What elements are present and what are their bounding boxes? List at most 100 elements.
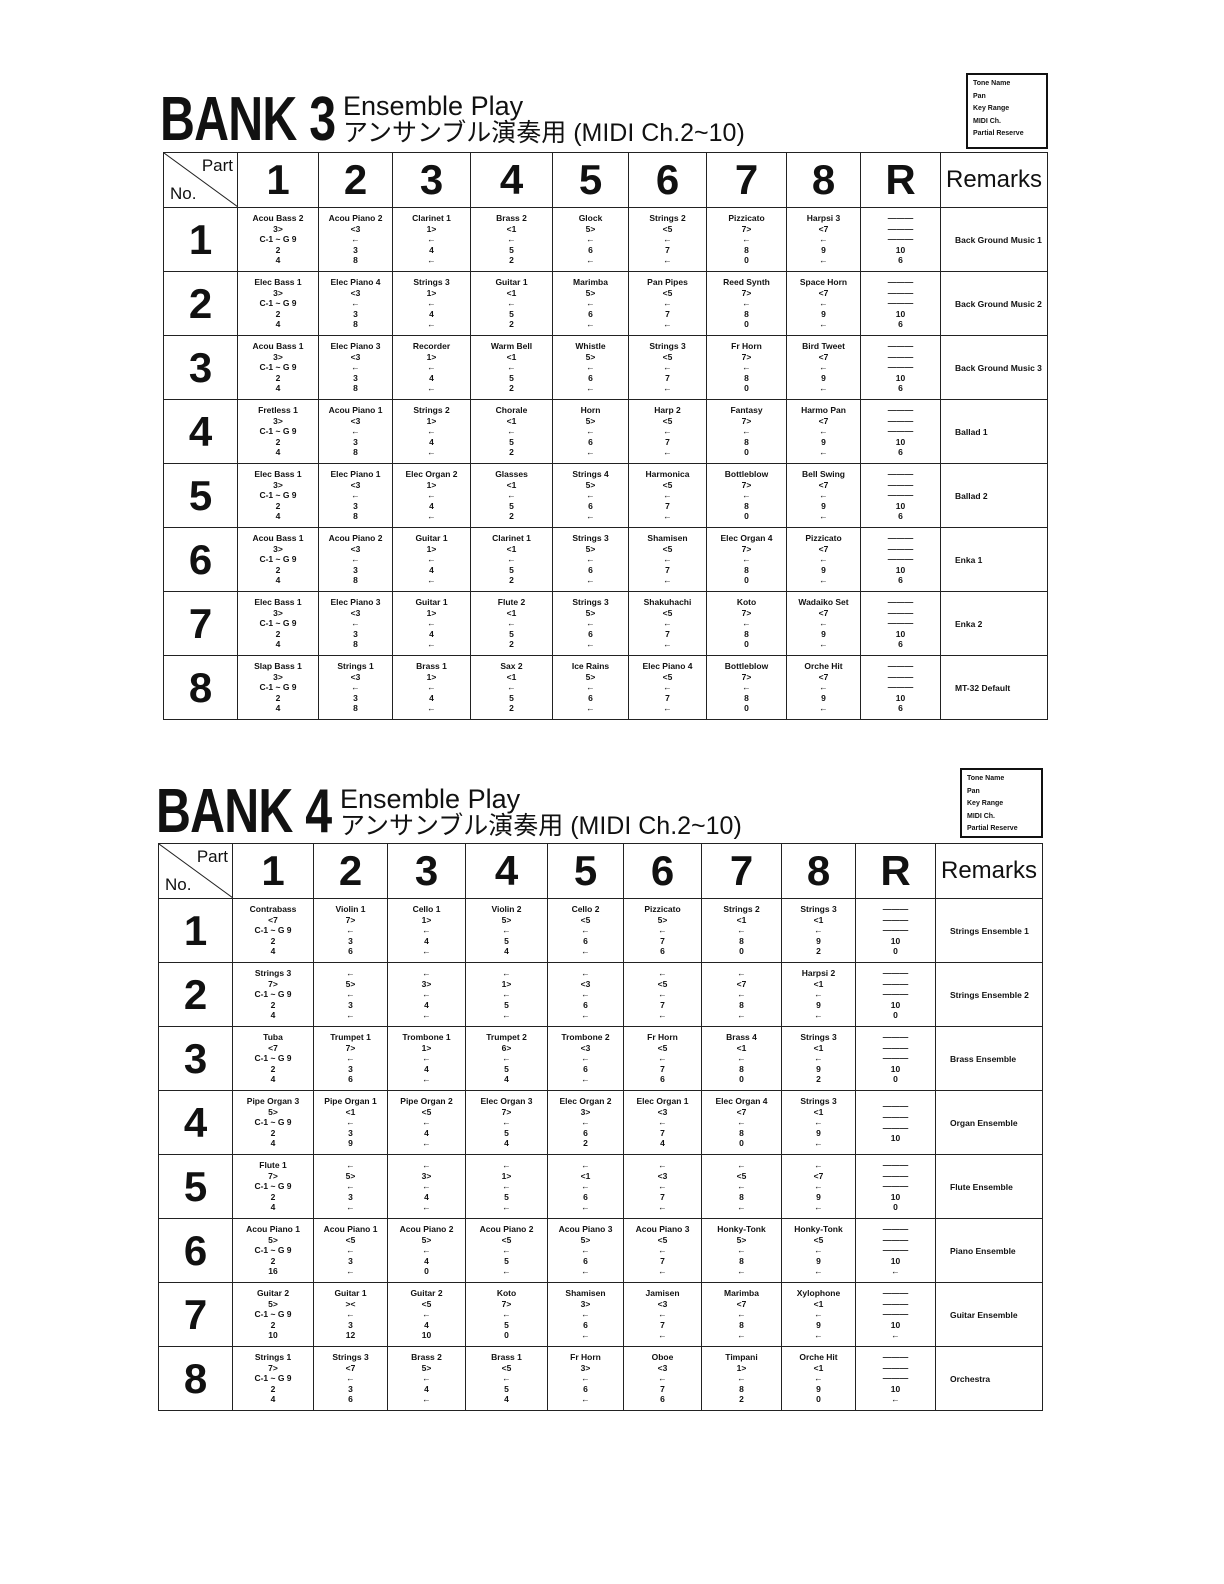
pan: <1 bbox=[813, 1106, 824, 1117]
part-cell: Violin 2 5> ← 5 4 bbox=[465, 898, 548, 963]
pan: ——— bbox=[887, 287, 914, 298]
pan: 5> bbox=[345, 1170, 356, 1181]
tone-name: Violin 1 bbox=[335, 904, 366, 915]
partial-reserve: ← bbox=[427, 383, 436, 394]
key-range: ← bbox=[502, 925, 511, 936]
tone-name: Bell Swing bbox=[802, 469, 845, 480]
part-cell: Pan Pipes <5 ← 7 ← bbox=[628, 271, 707, 336]
midi-ch: 9 bbox=[821, 436, 826, 447]
tone-name: Elec Organ 4 bbox=[720, 533, 773, 544]
pan: ——— bbox=[882, 1111, 909, 1122]
pan: <1 bbox=[506, 351, 517, 362]
midi-ch: 2 bbox=[270, 1191, 276, 1202]
table-row: 6 Acou Bass 1 3> C-1 ~ G 9 2 4 Acou Piano 2 <3 ←… bbox=[163, 527, 1048, 592]
pan: 7> bbox=[741, 223, 752, 234]
tone-name: Elec Bass 1 bbox=[254, 469, 302, 480]
midi-ch: 4 bbox=[424, 1127, 429, 1138]
partial-reserve: ← bbox=[586, 575, 595, 586]
legend-item: Key Range bbox=[967, 800, 1004, 807]
remarks-cell: Back Ground Music 2 bbox=[940, 271, 1048, 336]
key-range: ← bbox=[427, 362, 436, 373]
key-range: ← bbox=[351, 298, 360, 309]
ensemble-table: Part No. 1 2 3 4 5 6 7 8 R Remarks 1 Acou Bass 2 3> C-1… bbox=[163, 152, 1048, 720]
key-range: ← bbox=[422, 989, 431, 1000]
bank-subtitle-jp: アンサンブル演奏用 (MIDI Ch.2~10) bbox=[343, 119, 745, 147]
tone-name: Pipe Organ 2 bbox=[400, 1096, 453, 1107]
partial-reserve: 0 bbox=[893, 946, 898, 957]
partial-reserve: 2 bbox=[816, 1074, 821, 1085]
pan: 3> bbox=[273, 479, 283, 490]
header-row: Part No. 1 2 3 4 5 6 7 8 R Remarks bbox=[158, 843, 1043, 899]
remarks-cell: Ballad 1 bbox=[940, 399, 1048, 464]
tone-name: Acou Piano 3 bbox=[635, 1224, 690, 1235]
partial-reserve: 8 bbox=[353, 703, 358, 714]
partial-reserve: 0 bbox=[816, 1394, 821, 1405]
partial-reserve: ← bbox=[658, 1202, 667, 1213]
reserve-cell: ——— ——— ——— 10 6 bbox=[860, 655, 941, 720]
midi-ch: 9 bbox=[821, 500, 826, 511]
remarks-cell: Orchestra bbox=[935, 1346, 1043, 1411]
midi-ch: 10 bbox=[895, 436, 906, 447]
reserve-cell: ——— ——— ——— 10 0 bbox=[855, 1026, 936, 1091]
pan: ——— bbox=[887, 351, 914, 362]
partial-reserve: 4 bbox=[275, 255, 281, 266]
midi-ch: 8 bbox=[744, 308, 749, 319]
midi-ch: 5 bbox=[504, 999, 509, 1010]
pan: ——— bbox=[887, 671, 914, 682]
tone-name: ← bbox=[737, 968, 746, 979]
row-number: 8 bbox=[158, 1346, 233, 1411]
remarks-cell: Organ Ensemble bbox=[935, 1090, 1043, 1155]
tone-name: ——— bbox=[887, 597, 914, 608]
key-range: ← bbox=[819, 682, 828, 693]
tone-name: Bottleblow bbox=[724, 661, 769, 672]
partial-reserve: 6 bbox=[660, 946, 665, 957]
tone-name: Fretless 1 bbox=[258, 405, 298, 416]
key-range: ← bbox=[663, 618, 672, 629]
remarks-cell: Brass Ensemble bbox=[935, 1026, 1043, 1091]
partial-reserve: 0 bbox=[744, 575, 749, 586]
midi-ch: 10 bbox=[890, 1063, 901, 1074]
key-range: C-1 ~ G 9 bbox=[259, 426, 297, 437]
midi-ch: 2 bbox=[270, 1255, 276, 1266]
pan: 3> bbox=[580, 1362, 591, 1373]
partial-reserve: ← bbox=[427, 447, 436, 458]
midi-ch: 10 bbox=[890, 1255, 901, 1266]
partial-reserve: 9 bbox=[348, 1138, 353, 1149]
key-range: ← bbox=[742, 362, 751, 373]
part-cell: Elec Organ 1 <3 ← 7 4 bbox=[623, 1090, 702, 1155]
key-range: ← bbox=[351, 682, 360, 693]
tone-name: Harpsi 2 bbox=[801, 968, 836, 979]
part-cell: Guitar 1 >< ← 3 12 bbox=[313, 1282, 388, 1347]
key-range: C-1 ~ G 9 bbox=[254, 989, 292, 1000]
pan: <7 bbox=[268, 1042, 278, 1053]
tone-name: Flute 1 bbox=[259, 1160, 287, 1171]
pan: <1 bbox=[506, 287, 517, 298]
midi-ch: 8 bbox=[744, 500, 749, 511]
partial-reserve: ← bbox=[663, 319, 672, 330]
key-range: ← bbox=[507, 362, 516, 373]
key-range: ← bbox=[581, 925, 590, 936]
part-header: 7 bbox=[706, 152, 787, 208]
midi-ch: 5 bbox=[509, 244, 514, 255]
key-range: ← bbox=[507, 554, 516, 565]
pan: <1 bbox=[813, 1042, 824, 1053]
pan: ——— bbox=[887, 543, 914, 554]
midi-ch: 9 bbox=[816, 1127, 821, 1138]
key-range: ← bbox=[507, 490, 516, 501]
tone-name: ← bbox=[581, 968, 590, 979]
key-range: ——— bbox=[882, 1122, 909, 1133]
partial-reserve: 0 bbox=[893, 1074, 898, 1085]
midi-ch: 8 bbox=[744, 372, 749, 383]
partial-reserve: ← bbox=[819, 255, 828, 266]
pan: <5 bbox=[813, 1234, 824, 1245]
tone-name: Harpsi 3 bbox=[806, 213, 841, 224]
midi-ch: 6 bbox=[588, 244, 593, 255]
midi-ch: 7 bbox=[665, 372, 670, 383]
pan: 7> bbox=[741, 479, 752, 490]
pan: <3 bbox=[657, 1362, 668, 1373]
pan: ——— bbox=[887, 415, 914, 426]
midi-ch: 9 bbox=[816, 1383, 821, 1394]
